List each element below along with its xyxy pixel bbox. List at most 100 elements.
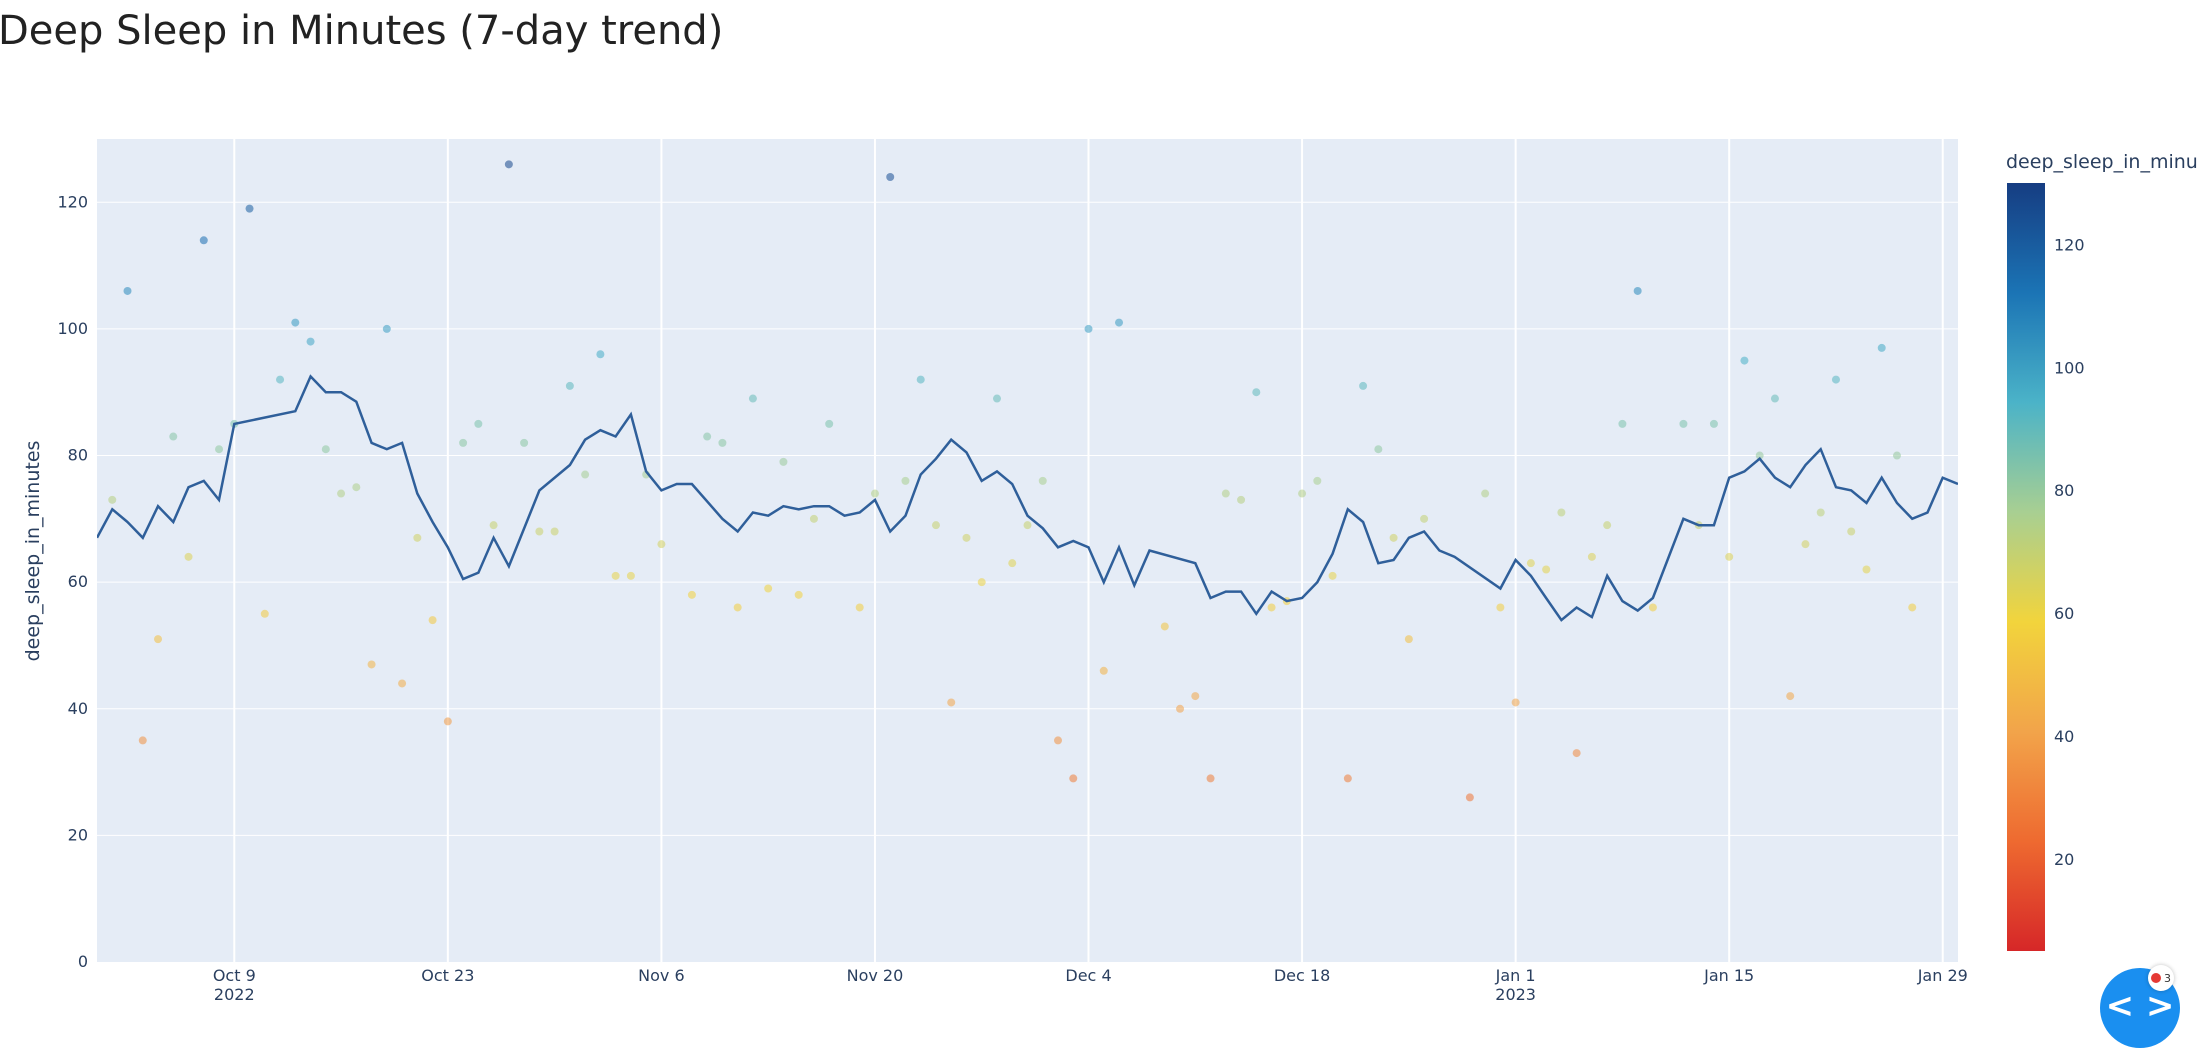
data-point [794,590,803,599]
data-point [962,533,971,542]
x-tick-label: Jan 29 [1917,966,1968,985]
data-point [581,470,590,479]
data-point [1816,508,1825,517]
data-point [1679,419,1688,428]
data-point [779,457,788,466]
data-point [352,483,361,492]
colorbar-tick-label: 100 [2054,358,2085,377]
chart-title: Deep Sleep in Minutes (7-day trend) [0,8,723,54]
colorbar-tick-label: 80 [2054,481,2074,500]
data-point [703,432,712,441]
data-point [1160,622,1169,631]
scatter-points [108,160,1917,802]
data-point [1237,495,1246,504]
data-point [1496,603,1505,612]
data-point [1603,521,1612,530]
data-point [1633,286,1642,295]
data-point [154,635,163,644]
data-point [367,660,376,669]
data-point [1069,774,1078,783]
colorbar-ticks: 20 40 60 80 100 120 [2054,235,2085,868]
data-point [1206,774,1215,783]
x-tick-year: 2022 [214,985,255,1004]
data-point [1755,451,1764,460]
data-point [748,394,757,403]
data-point [1831,375,1840,384]
data-point [1542,565,1551,574]
x-tick-label: Nov 6 [638,966,685,985]
x-tick-label: Dec 4 [1065,966,1111,985]
grid [97,139,1958,962]
colorbar-tick-label: 20 [2054,850,2074,869]
data-point [1267,603,1276,612]
data-point [1328,571,1337,580]
chart-svg: Deep Sleep in Minutes (7-day trend) 0 20 4… [0,8,2198,1004]
data-point [1770,394,1779,403]
data-point [1420,514,1429,523]
data-point [535,527,544,536]
data-point [306,337,315,346]
data-point [260,609,269,618]
data-point [977,578,986,587]
data-point [1908,603,1917,612]
data-point [1587,552,1596,561]
data-point [474,419,483,428]
data-point [1313,476,1322,485]
data-point [1374,445,1383,454]
y-axis-title: deep_sleep_in_minutes [22,441,44,662]
y-axis: 0 20 40 60 80 100 120 [57,192,88,971]
data-point [611,571,620,580]
x-tick-label: Jan 15 [1703,966,1754,985]
data-point [733,603,742,612]
data-point [1343,774,1352,783]
data-point [901,476,910,485]
data-point [1023,521,1032,530]
data-point [245,204,254,213]
data-point [1008,559,1017,568]
colorbar-tick-label: 40 [2054,727,2074,746]
data-point [870,489,879,498]
data-point [1648,603,1657,612]
colorbar-tick-label: 60 [2054,604,2074,623]
x-tick-label: Jan 1 [1495,966,1536,985]
data-point [459,438,468,447]
data-point [931,521,940,530]
data-point [1892,451,1901,460]
data-point [992,394,1001,403]
data-point [1511,698,1520,707]
data-point [1862,565,1871,574]
data-point [1099,666,1108,675]
data-point [337,489,346,498]
data-point [1115,318,1124,327]
notification-badge[interactable]: 3 [2148,965,2174,991]
data-point [398,679,407,688]
data-point [1877,343,1886,352]
data-point [947,698,956,707]
y-tick-label: 100 [57,319,88,338]
data-point [108,495,117,504]
trend-line [97,374,1958,622]
data-point [291,318,300,327]
data-point [413,533,422,542]
data-point [1252,388,1261,397]
data-point [565,381,574,390]
data-point [1557,508,1566,517]
data-point [596,350,605,359]
data-point [1221,489,1230,498]
data-point [1572,749,1581,758]
data-point [138,736,147,745]
x-tick-label: Dec 18 [1274,966,1330,985]
data-point [764,584,773,593]
data-point [1847,527,1856,536]
data-point [428,616,437,625]
data-point [809,514,818,523]
data-point [1084,324,1093,333]
code-brackets-icon: < > [2105,986,2175,1026]
data-point [489,521,498,530]
data-point [1786,692,1795,701]
plot-area [97,139,1958,962]
data-point [169,432,178,441]
data-point [886,172,895,181]
data-point [382,324,391,333]
